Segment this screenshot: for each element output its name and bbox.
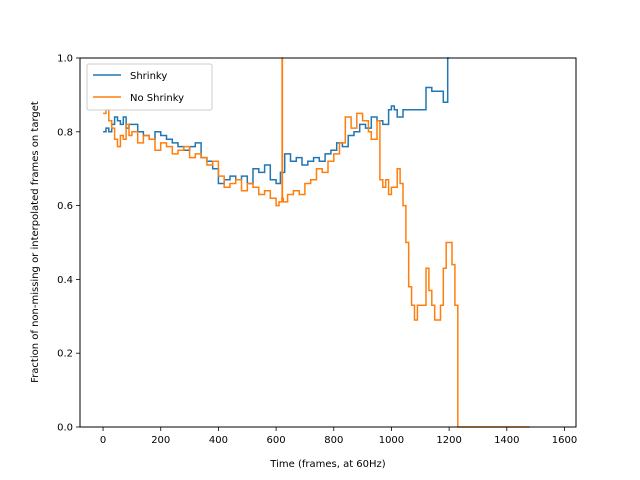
y-tick-label: 0.4 [57, 275, 73, 286]
plot-frame [79, 57, 577, 428]
series-layer [103, 57, 530, 428]
legend: Shrinky No Shrinky [86, 63, 213, 111]
y-tick-label: 0.0 [57, 423, 73, 434]
x-tick-label: 800 [324, 435, 343, 446]
y-axis-label: Fraction of non-missing or interpolated … [30, 101, 41, 383]
y-tick-label: 0.2 [57, 349, 73, 360]
legend-label-no-shrinky: No Shrinky [130, 93, 184, 104]
y-tick-label: 0.8 [57, 127, 73, 138]
x-tick-label: 1600 [552, 435, 577, 446]
y-tick-label: 0.6 [57, 201, 73, 212]
x-tick-label: 1200 [436, 435, 461, 446]
y-axis-ticks: 0.0 0.2 0.4 0.6 0.8 1.0 [57, 54, 80, 434]
x-tick-label: 400 [209, 435, 228, 446]
x-axis-label: Time (frames, at 60Hz) [269, 459, 385, 470]
plot-area [80, 58, 576, 427]
y-tick-label: 1.0 [57, 54, 73, 65]
series-line-shrinky [103, 57, 450, 185]
x-tick-label: 1000 [379, 435, 404, 446]
x-tick-label: 1400 [494, 435, 519, 446]
series-line-no-shrinky [103, 57, 530, 428]
legend-label-shrinky: Shrinky [130, 71, 167, 82]
x-tick-label: 0 [100, 435, 106, 446]
x-tick-label: 600 [267, 435, 286, 446]
x-tick-label: 200 [151, 435, 170, 446]
x-axis-ticks: 0 200 400 600 800 1000 1200 1400 1600 [100, 427, 577, 446]
